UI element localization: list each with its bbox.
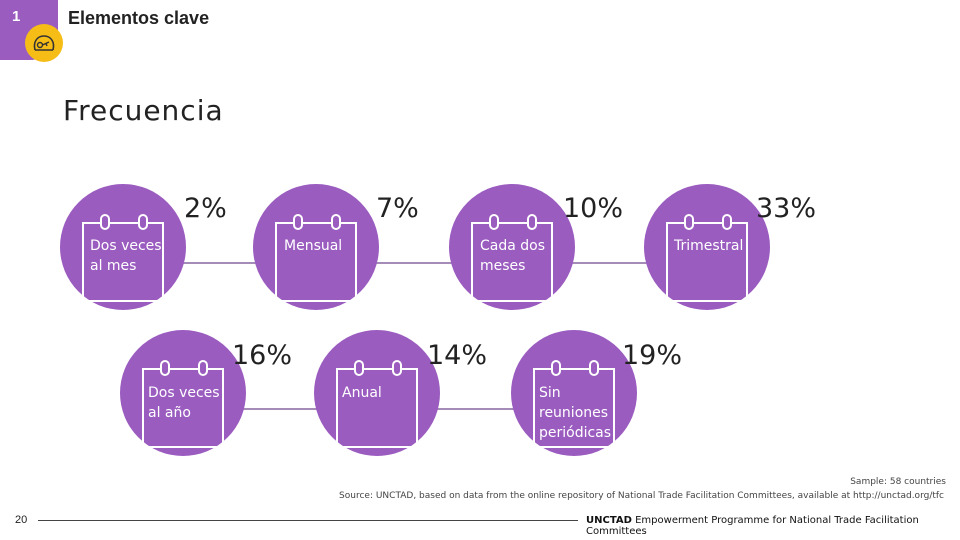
header-title: Elementos clave [68, 8, 210, 28]
frequency-circle [60, 184, 186, 310]
ring-icon [293, 214, 303, 230]
frequency-circle [314, 330, 440, 456]
frequency-percent: 16% [232, 340, 293, 371]
frequency-label: Anual [342, 383, 382, 403]
footer-brand: UNCTAD [586, 515, 632, 526]
ring-icon [489, 214, 499, 230]
calendar-note [471, 222, 553, 302]
frequency-label: Mensual [284, 236, 342, 256]
page-title: Frecuencia [63, 94, 224, 127]
row1-connector [160, 262, 720, 264]
calendar-note [533, 368, 615, 448]
section-number: 1 [12, 8, 21, 25]
footer-programme: Empowerment Programme for National Trade… [586, 515, 919, 537]
frequency-percent: 7% [376, 193, 419, 224]
ring-icon [354, 360, 364, 376]
frequency-label-line: Dos veces [90, 238, 162, 254]
footer-divider [38, 520, 578, 521]
frequency-circle [253, 184, 379, 310]
ring-icon [160, 360, 170, 376]
footer-text: UNCTAD Empowerment Programme for Nationa… [586, 515, 960, 537]
frequency-label-line: Dos veces [148, 385, 220, 401]
calendar-note [666, 222, 748, 302]
frequency-label: Dos veces al año [148, 383, 220, 423]
ring-icon [551, 360, 561, 376]
frequency-label-line: al mes [90, 258, 137, 274]
frequency-percent: 14% [427, 340, 488, 371]
frequency-circle [511, 330, 637, 456]
frequency-percent: 10% [563, 193, 624, 224]
source-note: Source: UNCTAD, based on data from the o… [339, 491, 944, 501]
frequency-label-line: reuniones [539, 405, 609, 421]
frequency-label: Cada dos meses [480, 236, 545, 276]
calendar-note [275, 222, 357, 302]
key-icon [33, 35, 55, 51]
frequency-label: Sin reuniones periódicas [539, 383, 611, 443]
frequency-label-line: Cada dos [480, 238, 546, 254]
ring-icon [138, 214, 148, 230]
ring-icon [392, 360, 402, 376]
key-badge [25, 24, 63, 62]
ring-icon [100, 214, 110, 230]
frequency-label-line: Mensual [284, 238, 343, 254]
frequency-label-line: Anual [342, 385, 382, 401]
ring-icon [722, 214, 732, 230]
frequency-circle [449, 184, 575, 310]
frequency-label-line: periódicas [539, 425, 612, 441]
ring-icon [527, 214, 537, 230]
frequency-label: Dos veces al mes [90, 236, 162, 276]
calendar-note [142, 368, 224, 448]
frequency-label-line: Sin [539, 385, 561, 401]
ring-icon [198, 360, 208, 376]
ring-icon [684, 214, 694, 230]
ring-icon [331, 214, 341, 230]
frequency-percent: 33% [756, 193, 817, 224]
frequency-percent: 19% [622, 340, 683, 371]
calendar-note [336, 368, 418, 448]
frequency-label-line: Trimestral [674, 238, 744, 254]
calendar-note [82, 222, 164, 302]
ring-icon [589, 360, 599, 376]
frequency-percent: 2% [184, 193, 227, 224]
frequency-label: Trimestral [674, 236, 743, 256]
frequency-label-line: al año [148, 405, 191, 421]
frequency-circle [120, 330, 246, 456]
page-number: 20 [15, 514, 28, 526]
frequency-label-line: meses [480, 258, 526, 274]
frequency-circle [644, 184, 770, 310]
sample-note: Sample: 58 countries [850, 477, 946, 487]
